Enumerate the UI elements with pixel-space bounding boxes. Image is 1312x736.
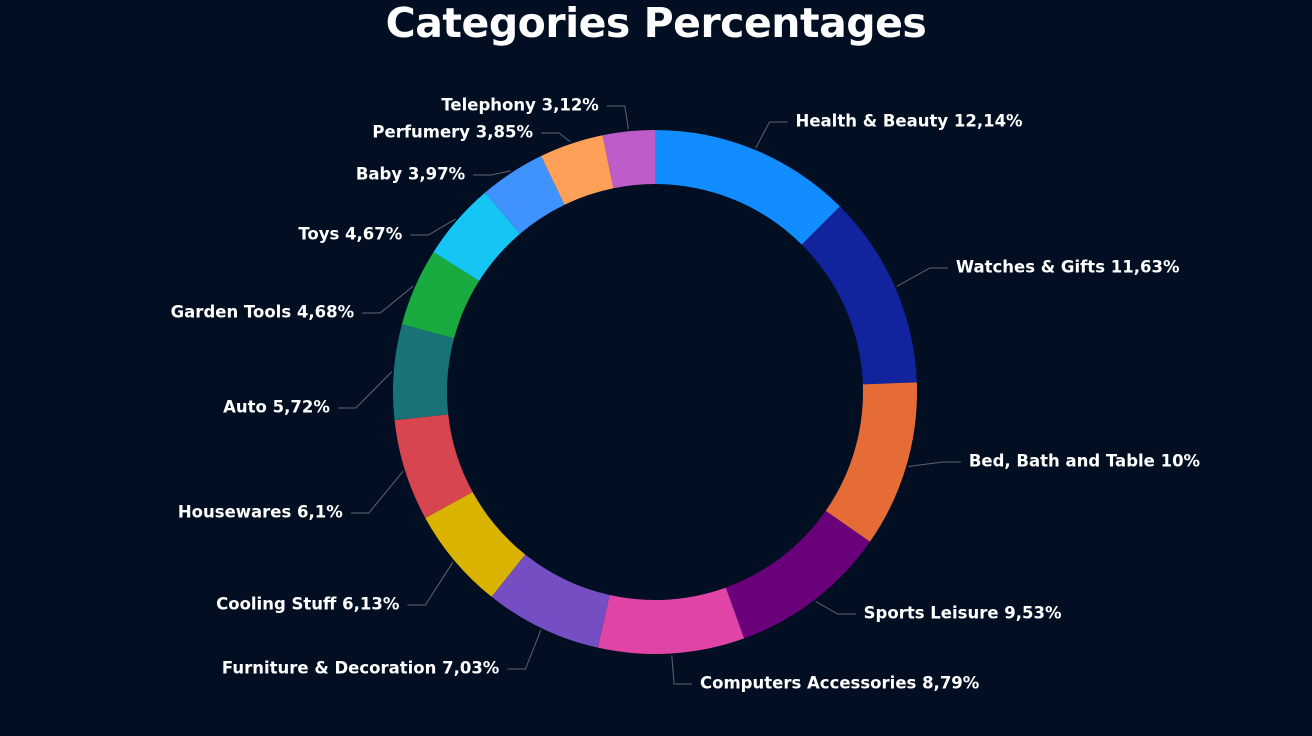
data-label-perfumery: Perfumery 3,85%: [372, 123, 533, 142]
leader-line-cooling-stuff: [407, 561, 454, 606]
data-label-bed-bath-and-table: Bed, Bath and Table 10%: [969, 452, 1201, 471]
leader-line-baby: [473, 170, 511, 176]
data-label-furniture-decoration: Furniture & Decoration 7,03%: [222, 659, 500, 678]
leader-line-watches-gifts: [896, 267, 948, 287]
slice-auto[interactable]: [392, 324, 455, 421]
chart-title: Categories Percentages: [385, 0, 927, 47]
slice-toys[interactable]: [433, 192, 521, 281]
slice-baby[interactable]: [485, 156, 565, 234]
data-label-sports-leisure: Sports Leisure 9,53%: [864, 604, 1062, 623]
data-label-telephony: Telephony 3,12%: [441, 96, 599, 115]
slice-perfumery[interactable]: [541, 135, 614, 205]
leader-line-garden-tools: [362, 285, 414, 314]
slice-cooling-stuff[interactable]: [425, 491, 526, 597]
slice-watches-gifts[interactable]: [801, 206, 917, 385]
slice-group: [392, 130, 918, 654]
leader-line-toys: [410, 218, 456, 236]
data-label-auto: Auto 5,72%: [223, 398, 330, 417]
data-label-cooling-stuff: Cooling Stuff 6,13%: [216, 595, 400, 614]
leader-line-health-beauty: [755, 121, 788, 149]
data-label-baby: Baby 3,97%: [356, 165, 466, 184]
data-label-housewares: Housewares 6,1%: [178, 503, 343, 522]
slice-computers-accessories[interactable]: [597, 587, 745, 654]
slice-sports-leisure[interactable]: [725, 510, 870, 639]
data-label-watches-gifts: Watches & Gifts 11,63%: [956, 258, 1180, 277]
leader-line-housewares: [350, 470, 404, 514]
leader-line-perfumery: [541, 132, 571, 143]
slice-garden-tools[interactable]: [401, 252, 480, 339]
data-label-health-beauty: Health & Beauty 12,14%: [796, 112, 1024, 131]
data-label-garden-tools: Garden Tools 4,68%: [171, 303, 355, 322]
leader-line-sports-leisure: [815, 600, 856, 615]
slice-furniture-decoration[interactable]: [491, 554, 610, 648]
slice-telephony[interactable]: [602, 130, 655, 189]
data-label-computers-accessories: Computers Accessories 8,79%: [700, 674, 980, 693]
leader-line-telephony: [606, 105, 629, 130]
leader-line-bed-bath-and-table: [908, 461, 961, 467]
leader-line-computers-accessories: [671, 655, 693, 685]
leader-line-auto: [337, 371, 393, 409]
data-label-toys: Toys 4,67%: [298, 225, 402, 244]
leader-line-group: [337, 105, 961, 685]
slice-bed-bath-and-table[interactable]: [825, 382, 918, 542]
slice-housewares[interactable]: [394, 414, 473, 518]
leader-line-furniture-decoration: [507, 629, 542, 670]
label-group: Health & Beauty 12,14% Watches & Gifts 11…: [171, 96, 1201, 693]
slice-health-beauty[interactable]: [655, 130, 840, 245]
